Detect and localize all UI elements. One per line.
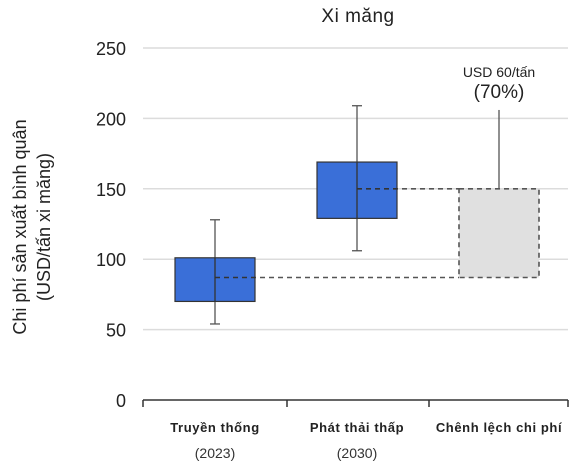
annotation-amount: USD 60/tấn	[463, 64, 535, 80]
x-category-sublabel: (2023)	[195, 445, 235, 461]
annotation-percent: (70%)	[474, 82, 525, 103]
y-tick-label: 200	[96, 109, 126, 129]
y-tick-label: 250	[96, 39, 126, 59]
y-tick-label: 150	[96, 180, 126, 200]
box-group	[458, 109, 540, 279]
y-tick-label: 100	[96, 250, 126, 270]
y-tick-label: 0	[116, 391, 126, 411]
y-axis-label-line2: (USD/tấn xi măng)	[34, 153, 54, 301]
x-category-label: Phát thải thấp	[310, 420, 404, 435]
x-category-label: Truyền thống	[170, 420, 260, 435]
box-group	[174, 219, 256, 325]
box-group	[316, 105, 398, 252]
connector-lines	[215, 188, 459, 279]
y-axis-label: Chi phí sản xuất bình quân (USD/tấn xi m…	[10, 119, 54, 334]
annotation: USD 60/tấn (70%)	[463, 64, 535, 103]
x-axis: Truyền thống (2023) Phát thải thấp (2030) Ch…	[142, 399, 569, 461]
chart-title: Xi măng	[321, 6, 394, 27]
box	[458, 188, 540, 279]
y-axis-ticks: 0 50 100 150 200 250	[96, 39, 126, 411]
boxes	[174, 105, 540, 325]
x-category-label: Chênh lệch chi phí	[436, 420, 562, 435]
x-category-sublabel: (2030)	[337, 445, 377, 461]
y-tick-label: 50	[106, 321, 126, 341]
y-axis-label-line1: Chi phí sản xuất bình quân	[10, 119, 30, 334]
